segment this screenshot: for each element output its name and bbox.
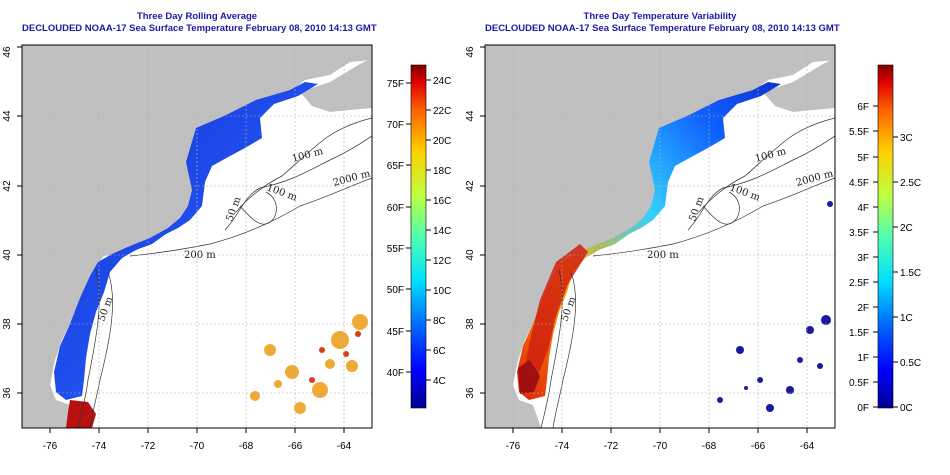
left-y-axis: 36 38 40 42 44 46 xyxy=(2,46,22,399)
left-x-tick: -74 xyxy=(92,441,107,452)
left-map-panel: 100 m 2000 m 100 m 50 m 200 m 50 m -76 -… xyxy=(2,44,451,452)
left-title-sub: DECLOUDED NOAA-17 Sea Surface Temperatur… xyxy=(22,23,377,34)
left-colorbar-f-label: 60F xyxy=(387,203,404,214)
left-colorbar-c-label: 12C xyxy=(433,256,451,267)
left-colorbar-f-label: 50F xyxy=(387,285,404,296)
right-bathymetry-contours xyxy=(540,117,835,428)
right-variability-shelf xyxy=(517,82,781,400)
left-contour-label-5: 200 m xyxy=(184,250,216,261)
right-colorbar-f-label: 3F xyxy=(857,253,869,264)
right-x-tick: -68 xyxy=(702,441,717,452)
left-land-island xyxy=(22,118,42,134)
left-colorbar-f-label: 55F xyxy=(387,244,404,255)
right-x-axis: -76 -74 -72 -70 -68 -66 -64 xyxy=(506,428,815,452)
left-colorbar-c-label: 16C xyxy=(433,196,451,207)
left-title-main: Three Day Rolling Average xyxy=(136,11,258,22)
right-y-tick: 42 xyxy=(465,180,476,192)
right-x-tick: -72 xyxy=(604,441,619,452)
right-colorbar-gradient xyxy=(877,64,894,409)
left-colorbar-c-label: 14C xyxy=(433,226,451,237)
left-cold-water xyxy=(54,82,318,400)
left-colorbar-c-label: 6C xyxy=(433,346,446,357)
right-colorbar-f-label: 1F xyxy=(857,353,869,364)
right-colorbar-f-label: 1.5F xyxy=(849,328,869,339)
right-colorbar-f-label: 4F xyxy=(857,203,869,214)
left-colorbar-c-label: 18C xyxy=(433,166,451,177)
left-x-tick: -68 xyxy=(239,441,254,452)
left-y-tick: 42 xyxy=(2,180,13,192)
left-x-axis: -76 -74 -72 -70 -68 -66 -64 xyxy=(43,428,352,452)
right-colorbar-f-label: 2F xyxy=(857,303,869,314)
left-warm-gulf-stream xyxy=(66,400,96,428)
right-title-main: Three Day Temperature Variability xyxy=(583,11,737,22)
left-y-tick: 40 xyxy=(2,249,13,261)
right-colorbar-c-label: 1C xyxy=(900,313,913,324)
left-land-nova-scotia xyxy=(300,58,372,112)
right-colorbar-f-label: 3.5F xyxy=(849,228,869,239)
right-colorbar-f-label: 4.5F xyxy=(849,178,869,189)
left-colorbar-c-label: 22C xyxy=(433,106,451,117)
left-red-patches xyxy=(309,331,361,383)
right-x-tick: -70 xyxy=(653,441,668,452)
right-colorbar-c-label: 2.5C xyxy=(900,178,921,189)
right-high-variability-core xyxy=(524,244,588,390)
left-y-tick: 44 xyxy=(2,110,13,122)
right-gulf-stream-hotspot xyxy=(518,360,540,394)
left-land-mainland xyxy=(22,45,372,428)
left-colorbar-f-label: 45F xyxy=(387,327,404,338)
right-land-nova-scotia xyxy=(763,58,835,112)
left-colorbar-c-label: 10C xyxy=(433,286,451,297)
left-x-tick: -76 xyxy=(43,441,58,452)
right-x-tick: -74 xyxy=(555,441,570,452)
left-colorbar-f-label: 40F xyxy=(387,368,404,379)
right-colorbar-f-label: 5.5F xyxy=(849,127,869,138)
right-scattered-low-variability xyxy=(717,201,833,412)
left-bathymetry-contours xyxy=(77,117,372,428)
right-y-tick: 38 xyxy=(465,318,476,330)
left-colorbar-c-label: 24C xyxy=(433,76,451,87)
right-x-tick: -76 xyxy=(506,441,521,452)
right-y-tick: 44 xyxy=(465,110,476,122)
left-y-tick: 46 xyxy=(2,46,13,58)
right-colorbar-c-label: 1.5C xyxy=(900,268,921,279)
right-x-tick: -64 xyxy=(800,441,815,452)
left-colorbar-c-label: 20C xyxy=(433,136,451,147)
right-y-tick: 40 xyxy=(465,249,476,261)
right-colorbar: 6F 5.5F 5F 4.5F 4F 3.5F 3F 2.5F 2F 1.5F … xyxy=(849,64,921,414)
right-land-island xyxy=(485,118,505,134)
left-colorbar-gradient xyxy=(410,64,427,409)
right-contour-label-5: 200 m xyxy=(647,250,679,261)
left-colorbar-c-label: 8C xyxy=(433,316,446,327)
left-colorbar-c-label: 4C xyxy=(433,376,446,387)
left-title: Three Day Rolling Average DECLOUDED NOAA… xyxy=(22,11,377,35)
right-y-tick: 46 xyxy=(465,46,476,58)
left-colorbar: 75F 70F 65F 60F 55F 50F 45F 40F 24C 22C … xyxy=(387,64,451,409)
left-x-tick: -66 xyxy=(288,441,303,452)
right-title: Three Day Temperature Variability DECLOU… xyxy=(485,11,840,35)
right-x-tick: -66 xyxy=(751,441,766,452)
right-colorbar-f-label: 5F xyxy=(857,153,869,164)
right-y-axis: 36 38 40 42 44 46 xyxy=(465,46,485,399)
right-colorbar-f-label: 6F xyxy=(857,102,869,113)
right-title-sub: DECLOUDED NOAA-17 Sea Surface Temperatur… xyxy=(485,23,840,34)
left-colorbar-f-label: 70F xyxy=(387,120,404,131)
left-y-tick: 36 xyxy=(2,387,13,399)
right-land-mainland xyxy=(485,45,835,428)
right-colorbar-f-label: 0.5F xyxy=(849,378,869,389)
left-y-tick: 38 xyxy=(2,318,13,330)
left-x-tick: -64 xyxy=(337,441,352,452)
right-colorbar-c-label: 0C xyxy=(900,403,913,414)
left-x-tick: -72 xyxy=(141,441,156,452)
left-colorbar-f-label: 65F xyxy=(387,161,404,172)
right-colorbar-c-label: 2C xyxy=(900,223,913,234)
right-colorbar-f-label: 2.5F xyxy=(849,278,869,289)
left-warm-patches xyxy=(250,314,368,414)
right-map-panel: 100 m 2000 m 100 m 50 m 200 m 50 m -76 -… xyxy=(465,44,921,452)
right-colorbar-f-label: 0F xyxy=(857,403,869,414)
right-colorbar-c-label: 3C xyxy=(900,133,913,144)
right-y-tick: 36 xyxy=(465,387,476,399)
right-colorbar-c-label: 0.5C xyxy=(900,358,921,369)
left-x-tick: -70 xyxy=(190,441,205,452)
left-colorbar-f-label: 75F xyxy=(387,79,404,90)
